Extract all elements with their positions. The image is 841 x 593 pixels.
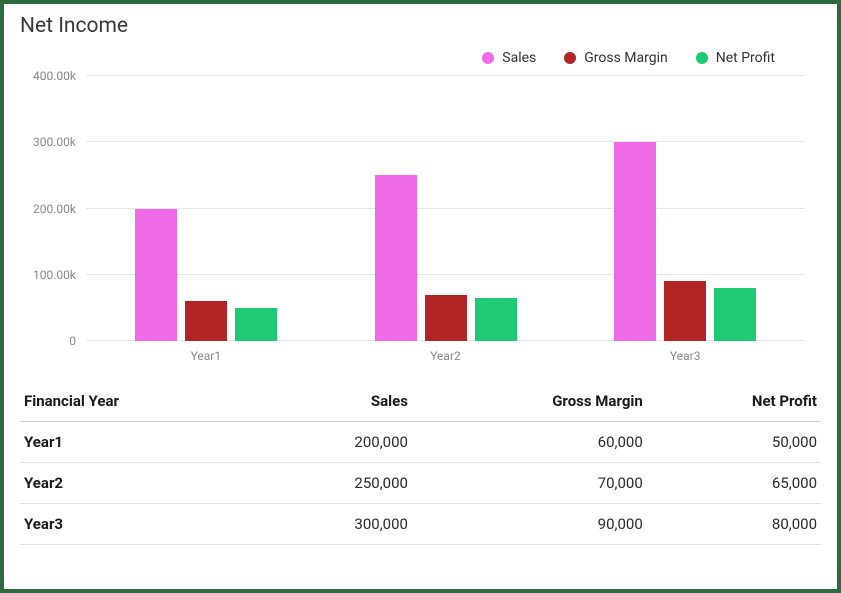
legend-swatch-sales bbox=[482, 52, 494, 64]
bar-group-year1 bbox=[86, 76, 326, 341]
col-financial-year: Financial Year bbox=[20, 381, 265, 422]
data-table: Financial Year Sales Gross Margin Net Pr… bbox=[20, 381, 821, 545]
bar-year2-sales bbox=[375, 175, 417, 341]
cell-year: Year3 bbox=[20, 504, 265, 545]
ylabel-4: 400.00k bbox=[33, 69, 86, 83]
legend-swatch-gross-margin bbox=[564, 52, 576, 64]
bar-year1-sales bbox=[135, 209, 177, 342]
ylabel-1: 100.00k bbox=[33, 268, 86, 282]
bar-groups bbox=[86, 76, 805, 341]
table-row: Year2 250,000 70,000 65,000 bbox=[20, 463, 821, 504]
cell-year: Year1 bbox=[20, 422, 265, 463]
bar-year2-gross-margin bbox=[425, 295, 467, 341]
bar-year2-net-profit bbox=[475, 298, 517, 341]
cell-value: 60,000 bbox=[412, 422, 647, 463]
cell-value: 50,000 bbox=[647, 422, 821, 463]
table-header: Financial Year Sales Gross Margin Net Pr… bbox=[20, 381, 821, 422]
chart-legend: Sales Gross Margin Net Profit bbox=[16, 44, 825, 76]
report-frame: Net Income Sales Gross Margin Net Profit… bbox=[0, 0, 841, 593]
col-net-profit: Net Profit bbox=[647, 381, 821, 422]
table-body: Year1 200,000 60,000 50,000 Year2 250,00… bbox=[20, 422, 821, 545]
xlabel-year2: Year2 bbox=[326, 341, 566, 371]
col-gross-margin: Gross Margin bbox=[412, 381, 647, 422]
cell-value: 250,000 bbox=[265, 463, 412, 504]
ylabel-2: 200.00k bbox=[33, 202, 86, 216]
bar-year1-net-profit bbox=[235, 308, 277, 341]
cell-value: 90,000 bbox=[412, 504, 647, 545]
cell-year: Year2 bbox=[20, 463, 265, 504]
table-row: Year3 300,000 90,000 80,000 bbox=[20, 504, 821, 545]
legend-label-net-profit: Net Profit bbox=[716, 50, 775, 66]
legend-swatch-net-profit bbox=[696, 52, 708, 64]
legend-label-gross-margin: Gross Margin bbox=[584, 50, 668, 66]
ylabel-0: 0 bbox=[69, 334, 86, 348]
legend-label-sales: Sales bbox=[502, 50, 536, 66]
col-sales: Sales bbox=[265, 381, 412, 422]
bar-year3-sales bbox=[614, 142, 656, 341]
bar-year1-gross-margin bbox=[185, 301, 227, 341]
chart-container: Sales Gross Margin Net Profit 0 100.00k … bbox=[4, 44, 837, 371]
cell-value: 200,000 bbox=[265, 422, 412, 463]
cell-value: 65,000 bbox=[647, 463, 821, 504]
bar-chart: 0 100.00k 200.00k 300.00k 400.00k bbox=[86, 76, 805, 371]
xlabel-year1: Year1 bbox=[86, 341, 326, 371]
table-row: Year1 200,000 60,000 50,000 bbox=[20, 422, 821, 463]
bar-year3-gross-margin bbox=[664, 281, 706, 341]
legend-item-sales: Sales bbox=[482, 50, 536, 66]
chart-title: Net Income bbox=[4, 4, 837, 44]
table-header-row: Financial Year Sales Gross Margin Net Pr… bbox=[20, 381, 821, 422]
xlabel-year3: Year3 bbox=[565, 341, 805, 371]
legend-item-net-profit: Net Profit bbox=[696, 50, 775, 66]
ylabel-3: 300.00k bbox=[33, 135, 86, 149]
bar-group-year2 bbox=[326, 76, 566, 341]
x-axis-labels: Year1 Year2 Year3 bbox=[86, 341, 805, 371]
cell-value: 80,000 bbox=[647, 504, 821, 545]
bar-group-year3 bbox=[565, 76, 805, 341]
legend-item-gross-margin: Gross Margin bbox=[564, 50, 668, 66]
cell-value: 300,000 bbox=[265, 504, 412, 545]
bar-year3-net-profit bbox=[714, 288, 756, 341]
cell-value: 70,000 bbox=[412, 463, 647, 504]
